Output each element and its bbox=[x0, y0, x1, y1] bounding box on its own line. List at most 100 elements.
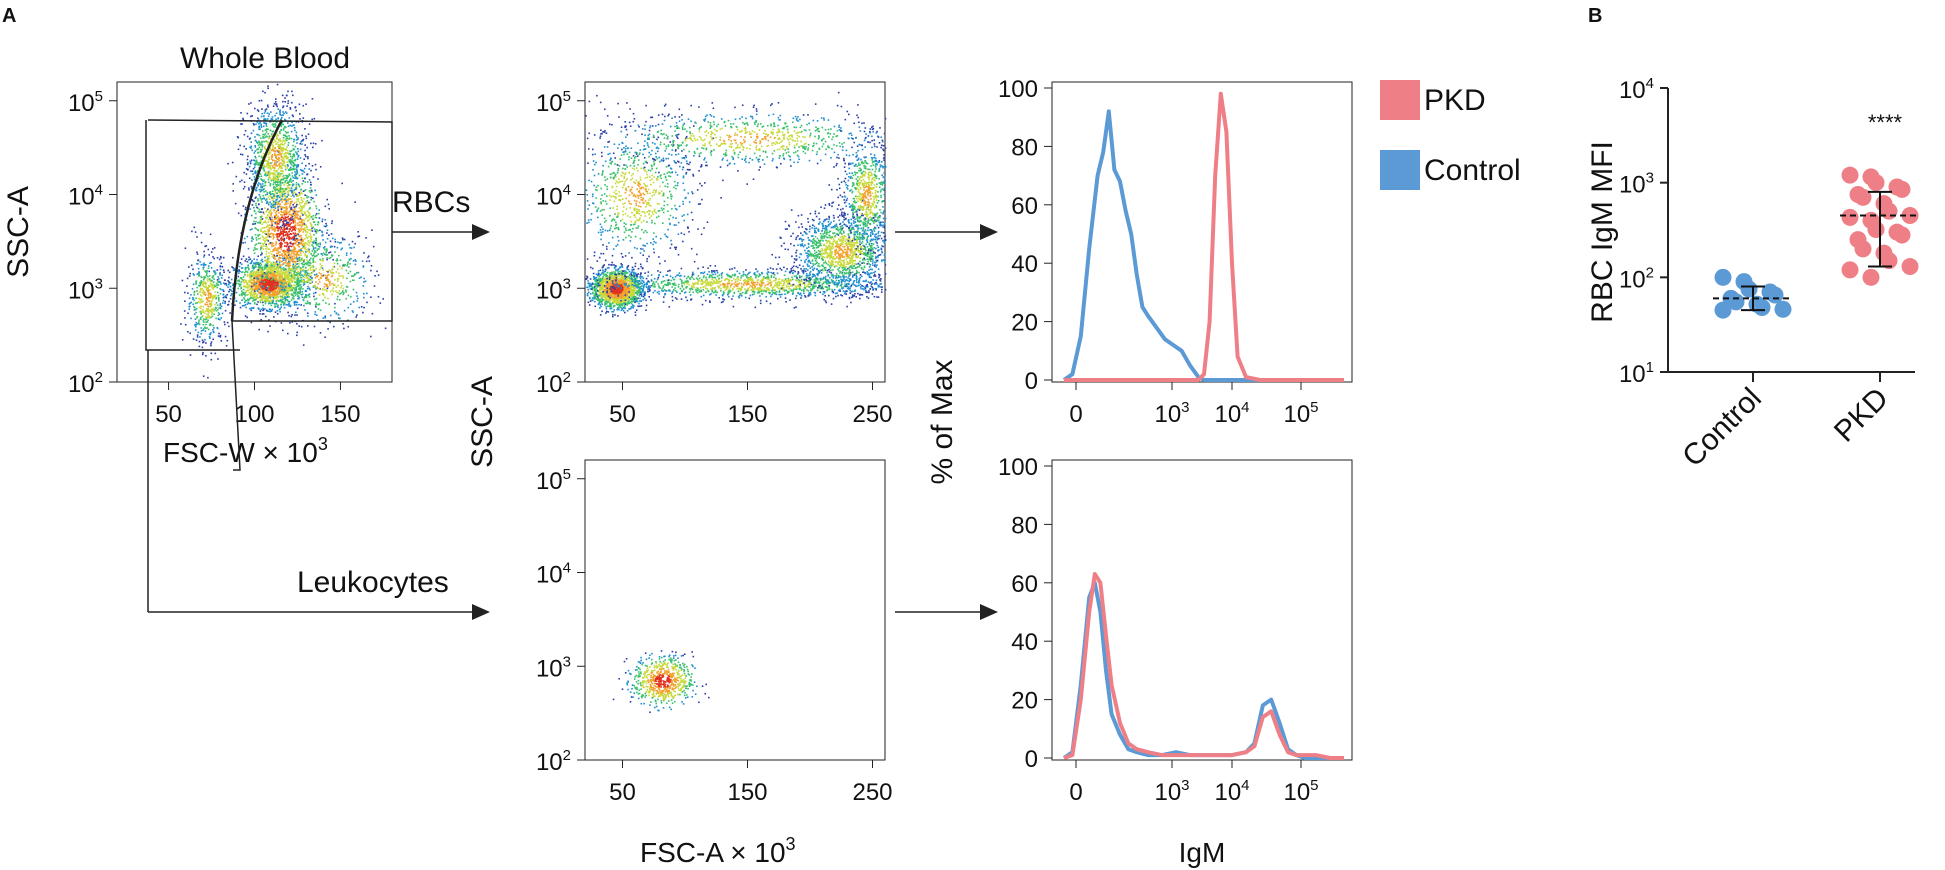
scatter-event bbox=[294, 289, 296, 291]
scatter-event bbox=[296, 293, 298, 295]
scatter-event bbox=[269, 183, 272, 185]
scatter-event bbox=[244, 268, 247, 271]
scatter-event bbox=[279, 243, 282, 246]
scatter-event bbox=[269, 325, 271, 327]
scatter-event bbox=[260, 254, 262, 256]
scatter-event bbox=[220, 277, 223, 279]
scatter-event bbox=[325, 289, 328, 292]
scatter-event bbox=[269, 148, 271, 151]
scatter-event bbox=[271, 290, 274, 292]
scatter-event bbox=[279, 190, 282, 193]
scatter-event bbox=[288, 137, 291, 139]
scatter-event bbox=[273, 274, 276, 277]
scatter-event bbox=[339, 242, 341, 244]
scatter-event bbox=[261, 140, 263, 143]
scatter-event bbox=[279, 194, 281, 196]
scatter-event bbox=[286, 256, 289, 259]
scatter-event bbox=[253, 290, 256, 292]
scatter-event bbox=[276, 294, 278, 296]
scatter-event bbox=[256, 273, 258, 275]
scatter-event bbox=[290, 315, 293, 318]
scatter-event bbox=[291, 155, 294, 158]
scatter-event bbox=[266, 118, 269, 120]
scatter-event bbox=[274, 227, 277, 230]
scatter-event bbox=[285, 205, 288, 208]
scatter-event bbox=[286, 146, 288, 148]
scatter-event bbox=[207, 275, 209, 278]
scatter-event bbox=[310, 266, 313, 269]
scatter-event bbox=[257, 144, 260, 146]
scatter-event bbox=[250, 290, 253, 293]
scatter-event bbox=[210, 261, 212, 264]
scatter-event bbox=[279, 233, 282, 236]
scatter-event bbox=[300, 254, 302, 256]
scatter-event bbox=[277, 108, 279, 110]
scatter-event bbox=[270, 300, 272, 302]
scatter-event bbox=[289, 260, 291, 263]
scatter-event bbox=[287, 215, 290, 218]
scatter-event bbox=[290, 181, 293, 183]
scatter-event bbox=[287, 300, 290, 303]
scatter-event bbox=[258, 271, 260, 274]
scatter-event bbox=[292, 204, 294, 206]
scatter-event bbox=[261, 273, 264, 276]
scatter-event bbox=[248, 299, 250, 301]
scatter-event bbox=[202, 314, 204, 317]
scatter-event bbox=[193, 274, 195, 276]
scatter-event bbox=[260, 211, 262, 213]
scatter-event bbox=[239, 283, 242, 285]
scatter-event bbox=[298, 242, 300, 244]
scatter-event bbox=[218, 300, 220, 302]
scatter-event bbox=[266, 171, 269, 173]
scatter-event bbox=[276, 170, 278, 173]
scatter-event bbox=[215, 297, 218, 300]
scatter-event bbox=[255, 196, 257, 199]
scatter-event bbox=[210, 301, 213, 303]
scatter-event bbox=[326, 238, 329, 240]
scatter-event bbox=[307, 302, 309, 304]
scatter-event bbox=[296, 203, 298, 206]
scatter-event bbox=[271, 172, 273, 175]
scatter-event bbox=[284, 125, 286, 128]
scatter-event bbox=[326, 232, 328, 234]
scatter-event bbox=[314, 261, 316, 263]
scatter-event bbox=[239, 180, 241, 183]
scatter-event bbox=[301, 281, 304, 283]
scatter-event bbox=[205, 321, 207, 323]
scatter-event bbox=[294, 242, 296, 245]
scatter-event bbox=[249, 272, 251, 275]
scatter-event bbox=[273, 257, 276, 260]
scatter-event bbox=[277, 178, 280, 181]
scatter-event bbox=[258, 288, 260, 290]
scatter-event bbox=[270, 203, 273, 205]
scatter-event bbox=[342, 238, 344, 241]
scatter-event bbox=[301, 293, 304, 295]
scatter-event bbox=[224, 302, 226, 305]
scatter-event bbox=[311, 244, 313, 246]
scatter-event bbox=[243, 298, 246, 301]
scatter-event bbox=[265, 237, 267, 239]
scatter-event bbox=[291, 321, 294, 323]
scatter-event bbox=[307, 274, 310, 277]
scatter-event bbox=[283, 230, 285, 232]
scatter-event bbox=[285, 135, 288, 138]
scatter-event bbox=[304, 212, 307, 214]
scatter-event bbox=[202, 306, 204, 308]
scatter-event bbox=[278, 157, 281, 160]
scatter-event bbox=[257, 288, 259, 290]
scatter-event bbox=[296, 214, 299, 216]
scatter-event bbox=[254, 266, 257, 268]
scatter-event bbox=[263, 282, 266, 285]
scatter-event bbox=[293, 192, 296, 194]
scatter-event bbox=[272, 249, 275, 251]
scatter-event bbox=[268, 280, 270, 282]
scatter-event bbox=[321, 253, 323, 255]
scatter-event bbox=[283, 256, 286, 258]
scatter-event bbox=[291, 172, 293, 174]
scatter-event bbox=[294, 177, 296, 180]
scatter-event bbox=[318, 209, 321, 211]
scatter-event bbox=[269, 268, 272, 271]
scatter-event bbox=[319, 309, 322, 312]
scatter-event bbox=[297, 150, 300, 153]
scatter-event bbox=[241, 278, 243, 281]
